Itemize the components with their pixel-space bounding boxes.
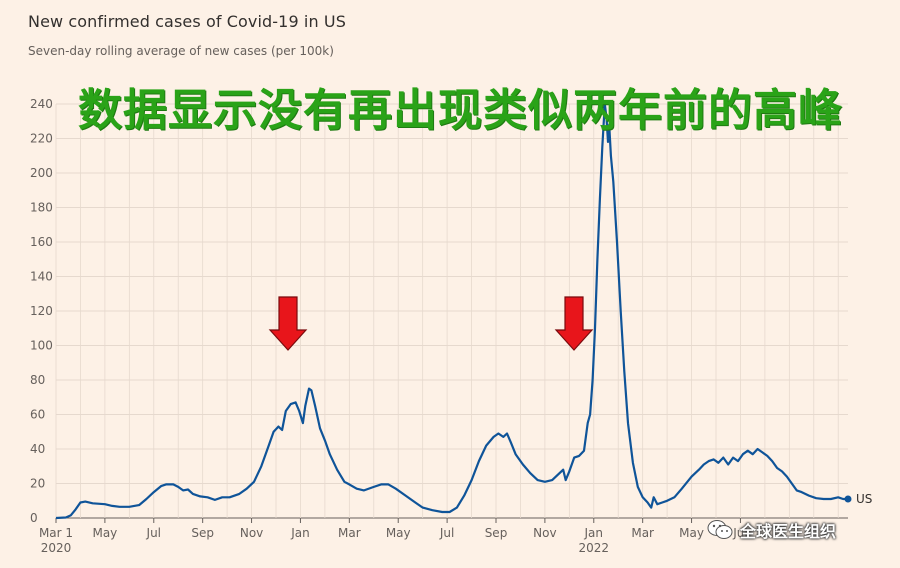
x-tick-label: Jul bbox=[732, 526, 747, 540]
x-tick-label: May bbox=[386, 526, 411, 540]
x-tick-label: Sep bbox=[191, 526, 214, 540]
y-tick-label: 20 bbox=[30, 477, 45, 491]
y-tick-label: 0 bbox=[30, 511, 38, 525]
x-tick-year-label: 2022 bbox=[579, 541, 610, 555]
y-tick-label: 140 bbox=[30, 270, 53, 284]
y-tick-label: 180 bbox=[30, 201, 53, 215]
watermark: 全球医生组织 bbox=[706, 518, 836, 542]
series-layer: US bbox=[55, 102, 872, 520]
x-tick-label: Nov bbox=[533, 526, 556, 540]
down-arrow-right-icon bbox=[554, 296, 594, 351]
y-tick-label: 80 bbox=[30, 373, 45, 387]
y-tick-label: 40 bbox=[30, 442, 45, 456]
y-tick-label: 200 bbox=[30, 166, 53, 180]
y-tick-label: 220 bbox=[30, 132, 53, 146]
x-tick-year-label: 2020 bbox=[41, 541, 72, 555]
x-tick-label: Jan bbox=[584, 526, 604, 540]
x-tick-label: Mar bbox=[338, 526, 361, 540]
y-tick-label: 240 bbox=[30, 97, 53, 111]
annotation-arrows bbox=[268, 296, 594, 351]
grid-lines bbox=[55, 103, 848, 519]
wechat-icon bbox=[707, 520, 733, 539]
x-tick-label: Mar 1 bbox=[39, 526, 73, 540]
x-tick-label: May bbox=[679, 526, 704, 540]
x-tick-label: May bbox=[92, 526, 117, 540]
x-tick-label: Jan bbox=[290, 526, 310, 540]
y-tick-label: 100 bbox=[30, 339, 53, 353]
y-tick-label: 120 bbox=[30, 304, 53, 318]
y-tick-label: 160 bbox=[30, 235, 53, 249]
x-tick-label: Sep bbox=[485, 526, 508, 540]
y-tick-label: 60 bbox=[30, 408, 45, 422]
series-end-point bbox=[844, 495, 852, 503]
chart-subtitle: Seven-day rolling average of new cases (… bbox=[28, 44, 334, 58]
x-tick-label: Mar bbox=[631, 526, 654, 540]
x-tick-label: Jul bbox=[439, 526, 454, 540]
chart-title: New confirmed cases of Covid-19 in US bbox=[28, 12, 346, 31]
x-tick-label: Nov bbox=[240, 526, 263, 540]
down-arrow-left-icon bbox=[268, 296, 308, 351]
series-line-us bbox=[55, 102, 848, 520]
watermark-text: 全球医生组织 bbox=[740, 522, 837, 541]
x-tick-label: Jul bbox=[146, 526, 161, 540]
overlay-caption: 数据显示没有再出现类似两年前的高峰 bbox=[78, 85, 843, 136]
series-end-label: US bbox=[856, 492, 872, 506]
